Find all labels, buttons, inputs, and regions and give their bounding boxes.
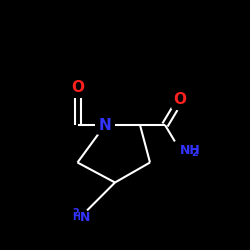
- Text: NH: NH: [180, 144, 201, 156]
- Text: 2: 2: [191, 148, 198, 158]
- Text: 2: 2: [72, 208, 79, 218]
- Text: H: H: [72, 212, 80, 222]
- Text: O: O: [174, 92, 186, 108]
- Text: N: N: [98, 118, 112, 132]
- Text: O: O: [71, 80, 84, 95]
- Text: N: N: [80, 211, 90, 224]
